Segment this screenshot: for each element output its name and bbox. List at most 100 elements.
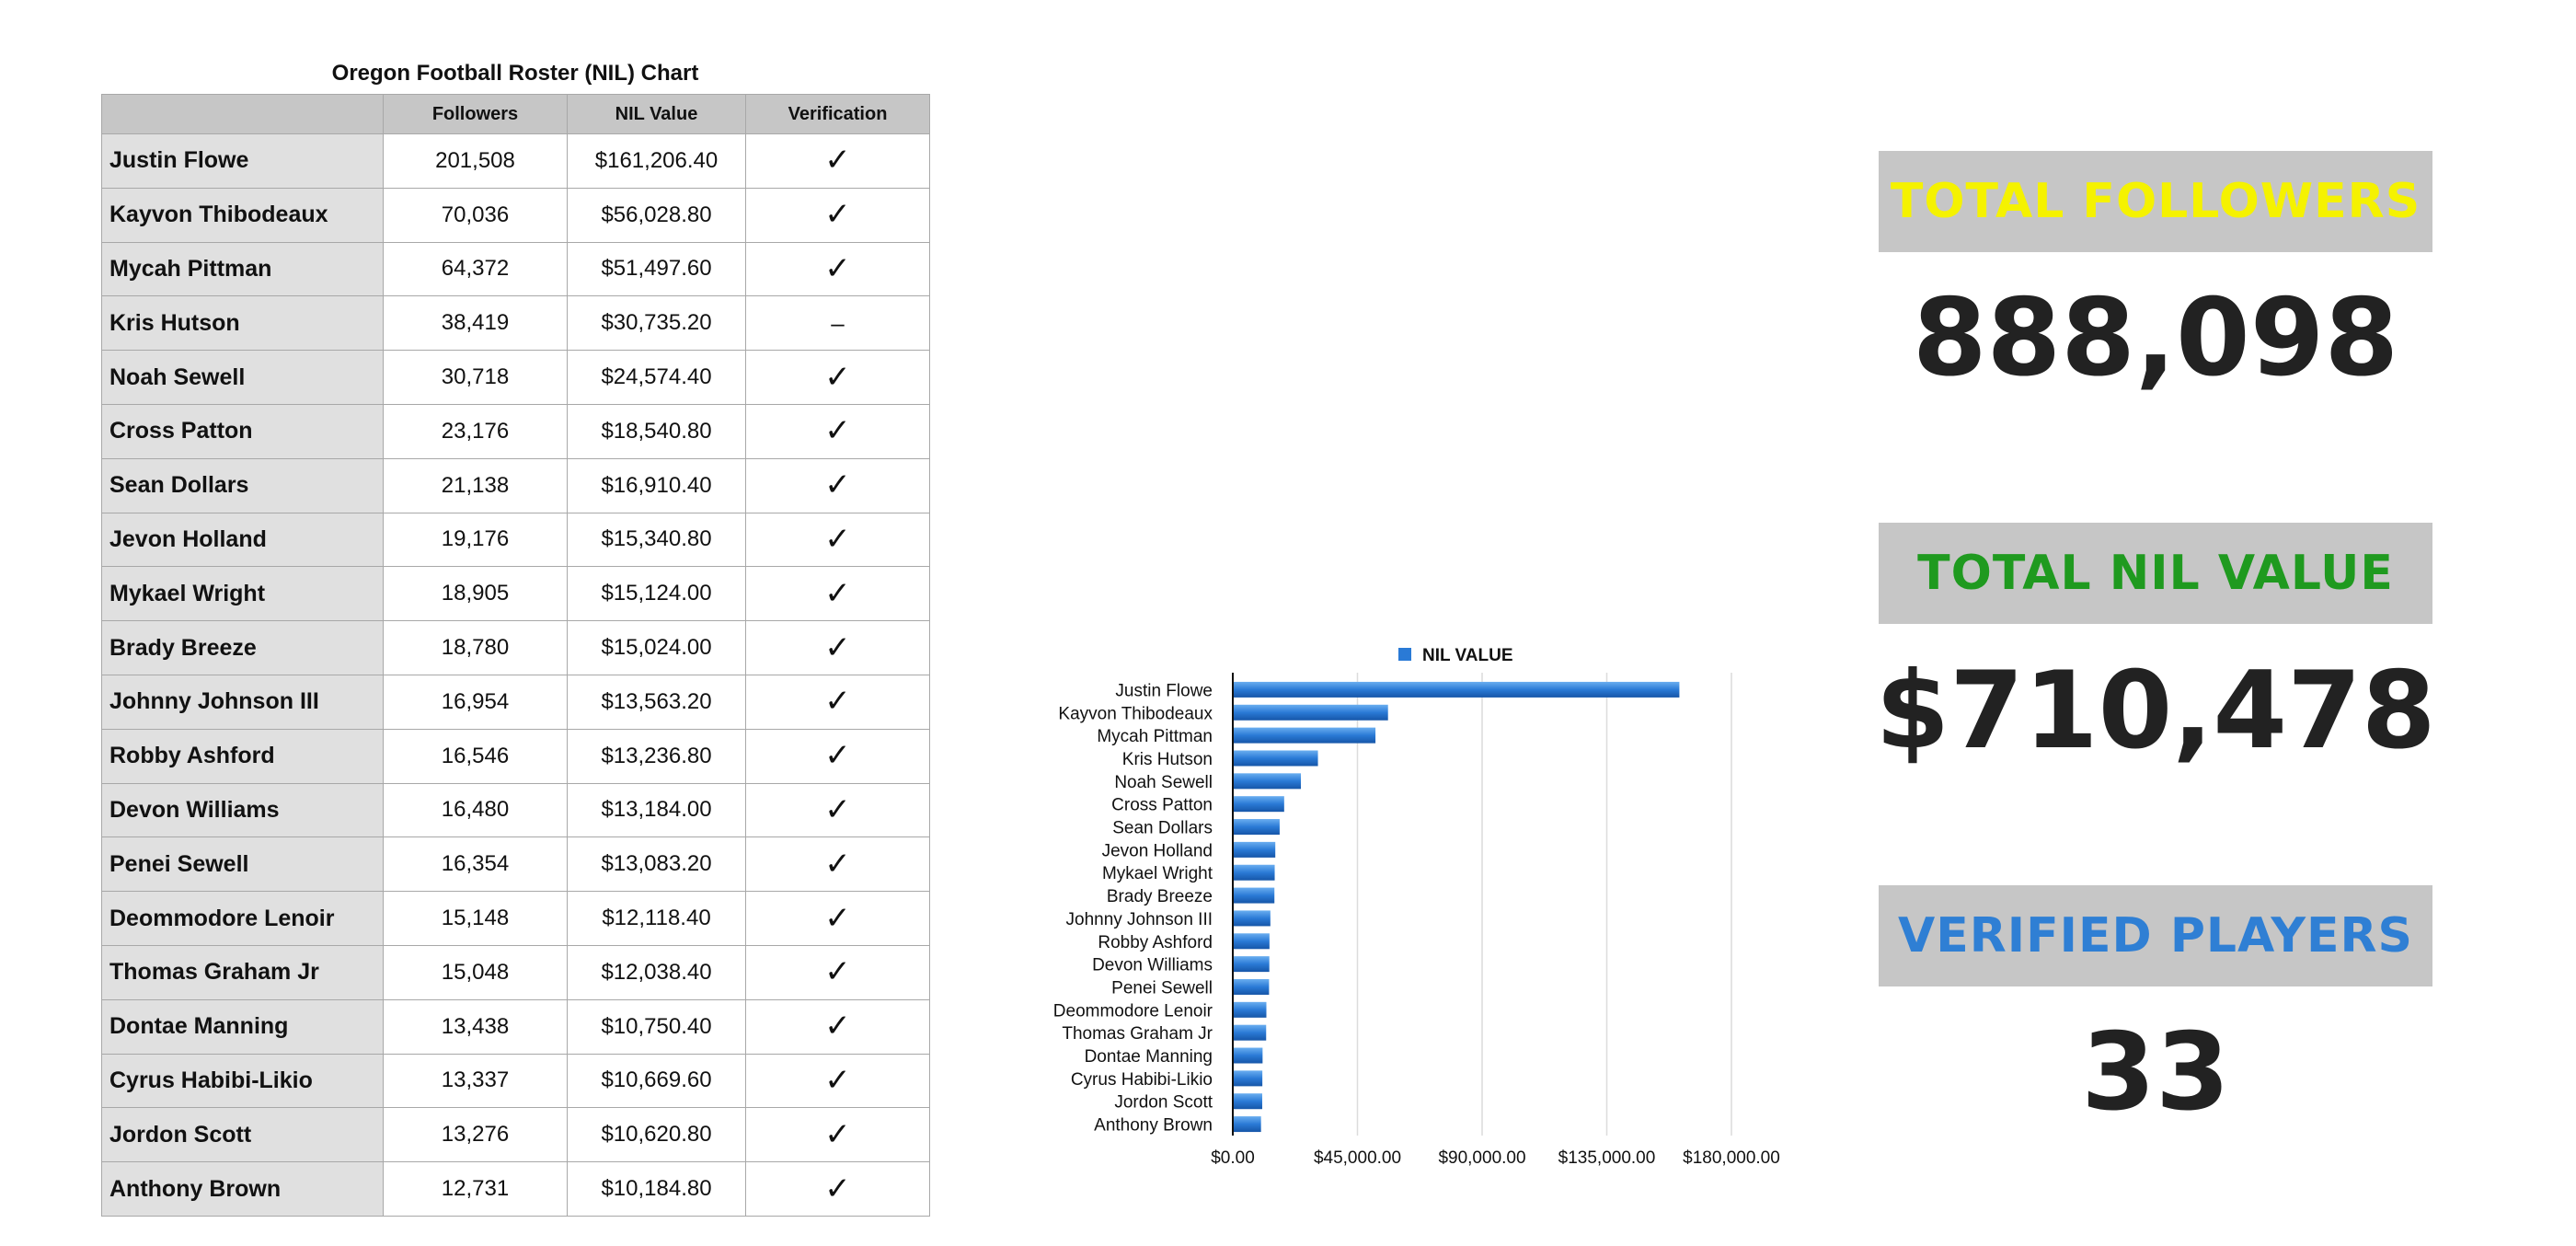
dash-icon: – [831, 308, 845, 337]
verification-cell: ✓ [745, 1107, 930, 1163]
verification-cell: ✓ [745, 241, 930, 297]
checkmark-icon: ✓ [824, 467, 851, 503]
bar [1233, 1070, 1263, 1087]
table-row: Noah Sewell 30,718 $24,574.40 ✓ [101, 350, 930, 405]
followers-cell: 18,905 [383, 566, 568, 622]
checkmark-icon: ✓ [824, 359, 851, 395]
player-name-cell: Justin Flowe [101, 133, 384, 189]
bar [1233, 956, 1270, 973]
followers-cell: 16,354 [383, 836, 568, 893]
bar [1233, 887, 1275, 904]
verification-cell: ✓ [745, 674, 930, 730]
category-label: Noah Sewell [1114, 773, 1213, 792]
nil-value-cell: $30,735.20 [567, 295, 746, 352]
x-tick-label: $0.00 [1211, 1148, 1255, 1168]
followers-cell: 13,276 [383, 1107, 568, 1163]
category-label: Devon Williams [1092, 956, 1213, 975]
bar [1233, 704, 1388, 721]
checkmark-icon: ✓ [824, 791, 851, 827]
player-name-cell: Dontae Manning [101, 998, 384, 1055]
category-label: Brady Breeze [1107, 887, 1213, 906]
nil-value-cell: $10,750.40 [567, 998, 746, 1055]
checkmark-icon: ✓ [824, 143, 851, 179]
table-row: Kayvon Thibodeaux 70,036 $56,028.80 ✓ [101, 187, 930, 243]
verification-cell: ✓ [745, 187, 930, 243]
followers-cell: 23,176 [383, 403, 568, 459]
nil-value-cell: $13,563.20 [567, 674, 746, 730]
category-label: Mycah Pittman [1097, 727, 1213, 746]
category-label: Jordon Scott [1114, 1093, 1213, 1113]
verification-cell: ✓ [745, 512, 930, 568]
bar [1233, 773, 1301, 790]
x-tick-label: $135,000.00 [1558, 1148, 1656, 1168]
roster-table: Followers NIL Value Verification Justin … [101, 94, 930, 1217]
category-label: Jevon Holland [1102, 841, 1213, 860]
player-name-cell: Robby Ashford [101, 728, 384, 784]
player-name-cell: Thomas Graham Jr [101, 944, 384, 1000]
nil-value-cell: $18,540.80 [567, 403, 746, 459]
verification-cell: ✓ [745, 944, 930, 1000]
header-followers: Followers [383, 94, 568, 134]
bar [1233, 819, 1280, 836]
checkmark-icon: ✓ [824, 575, 851, 611]
verified-players-label: VERIFIED PLAYERS [1898, 908, 2413, 963]
checkmark-icon: ✓ [824, 1171, 851, 1206]
category-label: Deommodore Lenoir [1053, 1001, 1213, 1021]
total-nil-value-value: $710,478 [1875, 649, 2436, 773]
verification-cell: ✓ [745, 566, 930, 622]
x-tick-label: $180,000.00 [1683, 1148, 1780, 1168]
table-header-row: Followers NIL Value Verification [101, 94, 930, 134]
followers-cell: 38,419 [383, 295, 568, 352]
player-name-cell: Kayvon Thibodeaux [101, 187, 384, 243]
table-row: Deommodore Lenoir 15,148 $12,118.40 ✓ [101, 891, 930, 946]
x-tick-label: $90,000.00 [1438, 1148, 1525, 1168]
category-label: Robby Ashford [1098, 933, 1213, 952]
followers-cell: 18,780 [383, 620, 568, 675]
category-label: Cyrus Habibi-Likio [1071, 1070, 1213, 1090]
checkmark-icon: ✓ [824, 846, 851, 882]
category-label: Mykael Wright [1102, 864, 1213, 883]
checkmark-icon: ✓ [824, 197, 851, 233]
category-label: Kayvon Thibodeaux [1058, 704, 1213, 723]
bar [1233, 1093, 1262, 1110]
player-name-cell: Mykael Wright [101, 566, 384, 622]
nil-value-cell: $15,024.00 [567, 620, 746, 675]
checkmark-icon: ✓ [824, 1009, 851, 1044]
verification-cell: ✓ [745, 133, 930, 189]
nil-value-cell: $10,620.80 [567, 1107, 746, 1163]
table-row: Anthony Brown 12,731 $10,184.80 ✓ [101, 1161, 930, 1217]
table-row: Thomas Graham Jr 15,048 $12,038.40 ✓ [101, 944, 930, 1000]
verified-players-value: 33 [2081, 1010, 2230, 1135]
bar [1233, 933, 1270, 950]
bar [1233, 910, 1271, 927]
player-name-cell: Sean Dollars [101, 457, 384, 513]
legend-label: NIL VALUE [1422, 646, 1513, 665]
checkmark-icon: ✓ [824, 413, 851, 449]
table-title: Oregon Football Roster (NIL) Chart [331, 61, 699, 86]
category-label: Sean Dollars [1112, 819, 1213, 838]
total-followers-label: TOTAL FOLLOWERS [1890, 174, 2421, 229]
bar [1233, 796, 1284, 813]
nil-value-cell: $161,206.40 [567, 133, 746, 189]
checkmark-icon: ✓ [824, 250, 851, 286]
header-verification: Verification [745, 94, 930, 134]
checkmark-icon: ✓ [824, 900, 851, 936]
table-row: Sean Dollars 21,138 $16,910.40 ✓ [101, 457, 930, 513]
bar [1233, 1047, 1263, 1064]
total-followers-value: 888,098 [1912, 276, 2399, 400]
nil-value-cell: $10,669.60 [567, 1053, 746, 1109]
table-row: Robby Ashford 16,546 $13,236.80 ✓ [101, 728, 930, 784]
checkmark-icon: ✓ [824, 954, 851, 990]
nil-value-cell: $56,028.80 [567, 187, 746, 243]
verification-cell: ✓ [745, 1161, 930, 1217]
nil-value-cell: $24,574.40 [567, 350, 746, 405]
player-name-cell: Deommodore Lenoir [101, 891, 384, 946]
player-name-cell: Jordon Scott [101, 1107, 384, 1163]
x-tick-label: $45,000.00 [1314, 1148, 1401, 1168]
nil-value-cell: $16,910.40 [567, 457, 746, 513]
player-name-cell: Johnny Johnson III [101, 674, 384, 730]
legend-swatch [1398, 648, 1411, 661]
bar [1233, 750, 1318, 767]
table-row: Devon Williams 16,480 $13,184.00 ✓ [101, 782, 930, 838]
bar [1233, 841, 1276, 858]
